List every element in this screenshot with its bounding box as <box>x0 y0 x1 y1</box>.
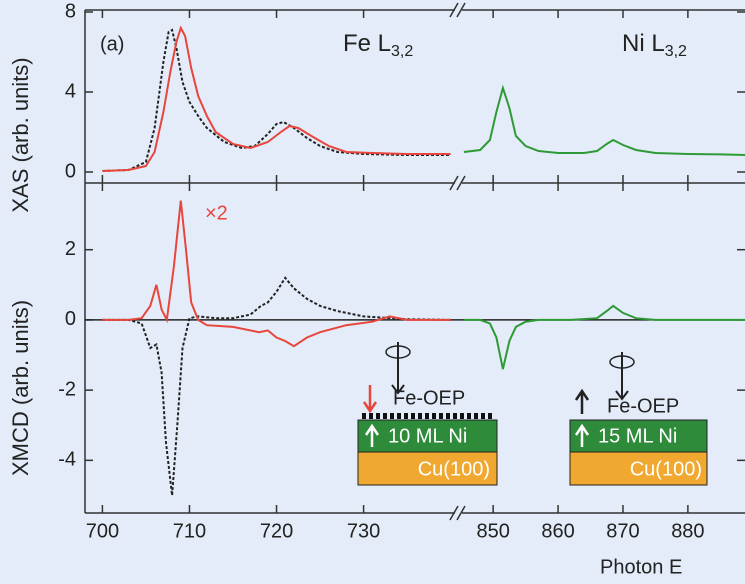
y-tick-label: 2 <box>65 238 76 260</box>
sample-diagram <box>569 352 708 486</box>
x-tick-label: 850 <box>476 520 509 542</box>
frame <box>84 9 745 514</box>
x-tick-label: 710 <box>173 520 206 542</box>
y-tick-label: -4 <box>58 449 76 471</box>
cu-layer <box>569 451 708 486</box>
annotation: Fe L3,2 <box>343 30 413 60</box>
x-tick-label: 730 <box>347 520 380 542</box>
data-line <box>102 276 451 496</box>
annotation: 15 ML Ni <box>598 425 677 447</box>
data-line <box>102 200 451 348</box>
annotation: Fe-OEP <box>607 395 679 417</box>
photon-arrow <box>615 352 629 401</box>
ni-layer <box>357 419 498 453</box>
x-tick-label: 700 <box>86 520 119 542</box>
photon-arrow <box>391 342 405 395</box>
y-tick-label: 0 <box>65 308 76 330</box>
data-line <box>463 304 745 370</box>
y-axis-label: XMCD (arb. units) <box>8 300 33 476</box>
ni-layer <box>569 419 708 453</box>
panel-label: (a) <box>100 33 124 55</box>
annotation-sub: 3,2 <box>665 43 687 60</box>
spin-arrow <box>574 388 590 414</box>
magnetization-arrow <box>364 423 380 447</box>
sample-diagram <box>357 342 498 486</box>
y-tick-label: 4 <box>65 80 76 102</box>
x-tick-label: 860 <box>541 520 574 542</box>
annotation: Cu(100) <box>630 458 702 480</box>
x-tick-label: 880 <box>671 520 704 542</box>
y-tick-label: -2 <box>58 378 76 400</box>
x-tick-label: 720 <box>260 520 293 542</box>
axis-break <box>449 2 466 521</box>
annotation: Cu(100) <box>418 458 490 480</box>
y-tick-label: 8 <box>65 0 76 22</box>
annotation-sub: 3,2 <box>391 43 413 60</box>
data-line <box>463 84 745 156</box>
cu-layer <box>357 451 498 486</box>
x-tick-label: 870 <box>606 520 639 542</box>
annotation: Fe-OEP <box>393 387 465 409</box>
magnetization-arrow <box>574 423 590 447</box>
annotation-text: Fe L <box>343 30 391 57</box>
y-axis-label: XAS (arb. units) <box>8 57 33 212</box>
data-line <box>102 25 451 172</box>
annotation: 10 ML Ni <box>388 425 467 447</box>
annotation-text: Ni L <box>622 30 665 57</box>
annotation: Ni L3,2 <box>622 30 687 60</box>
spin-arrow <box>362 385 378 414</box>
annotation: ×2 <box>205 202 228 224</box>
y-tick-label: 0 <box>65 160 76 182</box>
x-axis-label: Photon E <box>600 556 682 578</box>
data-line <box>102 28 451 172</box>
